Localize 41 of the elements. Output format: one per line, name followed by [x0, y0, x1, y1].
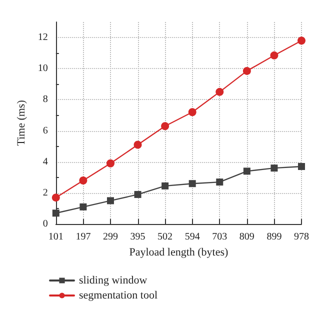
- point: [52, 194, 60, 202]
- y-tick-label: 0: [42, 218, 48, 230]
- x-axis-title: Payload length (bytes): [129, 246, 229, 258]
- point: [79, 176, 88, 184]
- point: [270, 51, 278, 60]
- point: [106, 197, 114, 204]
- x-tick-label: 197: [76, 232, 91, 242]
- y-tick-label: 4: [42, 156, 48, 168]
- y-tick-label: 2: [42, 187, 48, 198]
- x-tick-label: 809: [239, 232, 254, 242]
- y-tick-label: 10: [38, 63, 48, 74]
- point: [134, 140, 142, 149]
- point: [243, 168, 250, 175]
- y-axis-title: Time (ms): [16, 100, 28, 146]
- legend-label: segmentation tool: [79, 290, 158, 302]
- x-tick-label: 594: [184, 232, 200, 242]
- point: [134, 190, 142, 198]
- point: [216, 88, 224, 96]
- x-tick-label: 899: [266, 232, 282, 242]
- point: [298, 36, 306, 45]
- point: [242, 66, 251, 75]
- point: [216, 178, 224, 186]
- y-tick-label: 8: [42, 94, 48, 106]
- y-tick-label: 12: [38, 32, 48, 44]
- legend-label: sliding window: [79, 274, 148, 286]
- x-tick-label: 978: [294, 232, 309, 242]
- x-tick-label: 703: [212, 232, 228, 242]
- x-tick-label: 101: [48, 232, 64, 242]
- y-tick-label: 6: [42, 125, 48, 136]
- x-tick-label: 395: [130, 232, 146, 242]
- point: [188, 108, 196, 116]
- x-tick-label: 299: [102, 232, 118, 242]
- point: [106, 159, 114, 168]
- point: [52, 210, 60, 217]
- point: [270, 164, 278, 172]
- point: [161, 122, 170, 130]
- x-tick-label: 502: [158, 232, 173, 242]
- point: [162, 182, 169, 190]
- point: [80, 203, 87, 210]
- point: [188, 180, 196, 188]
- point: [298, 163, 305, 170]
